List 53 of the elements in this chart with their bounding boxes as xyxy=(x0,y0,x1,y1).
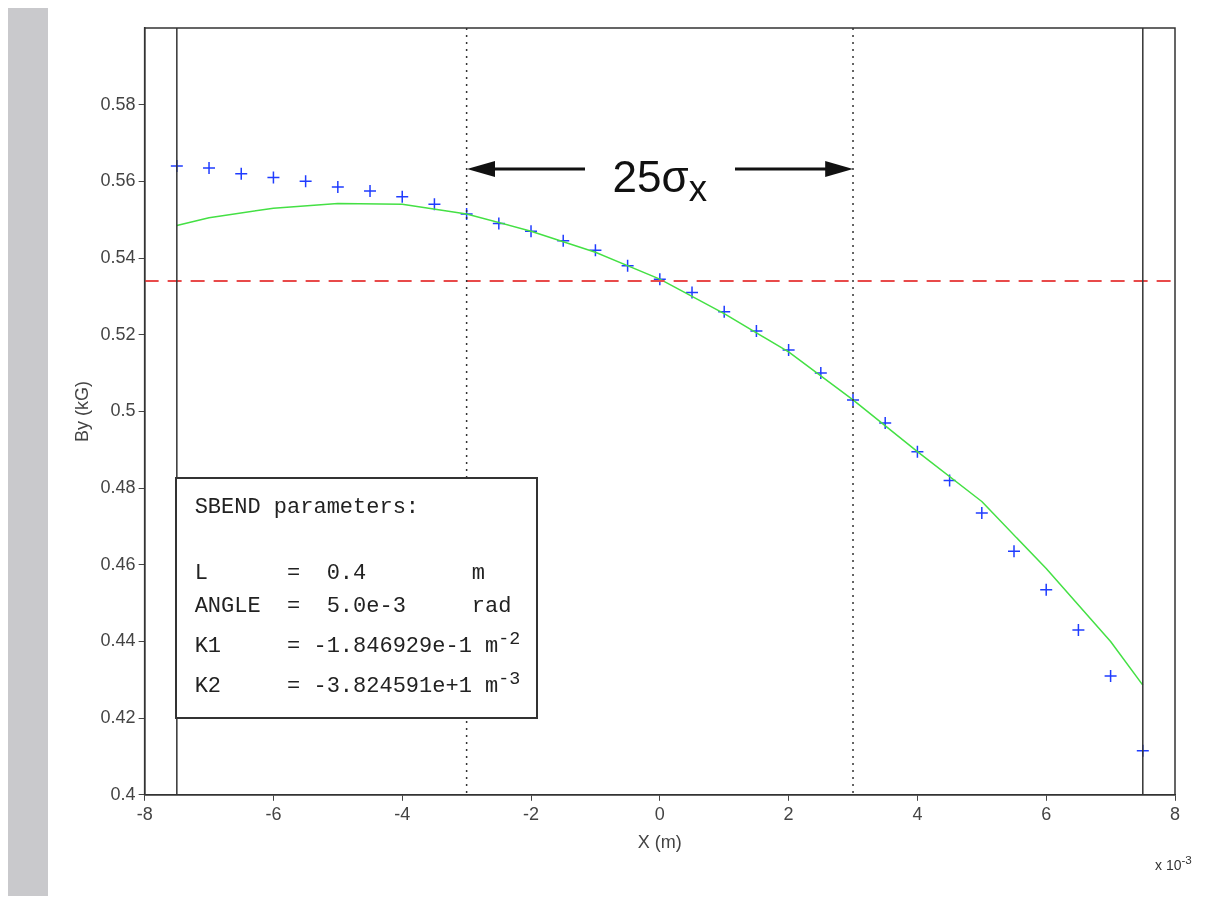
point xyxy=(524,224,538,238)
y-tick-label: 0.44 xyxy=(100,630,136,651)
point xyxy=(395,189,409,204)
x-tick-label: 6 xyxy=(1041,803,1052,824)
annotation: 25σ$_{x}$ xyxy=(612,151,708,211)
point xyxy=(717,304,731,319)
point xyxy=(749,324,764,338)
point xyxy=(620,258,635,273)
x-tick-label: -4 xyxy=(394,803,411,824)
point xyxy=(1103,669,1118,683)
point xyxy=(814,366,828,380)
x-tick-label: -2 xyxy=(523,803,540,824)
point xyxy=(202,161,216,175)
point xyxy=(781,343,796,357)
x-tick-label: 0 xyxy=(654,803,665,824)
y-tick-label: 0.42 xyxy=(100,707,136,728)
annotation: K2 = -3.824591e+1 m$^{-3}$ xyxy=(194,667,521,702)
y-tick-label: 0.54 xyxy=(100,247,136,268)
y-tick-label: 0.56 xyxy=(100,170,136,191)
y-tick-label: 0.46 xyxy=(100,553,136,574)
point xyxy=(846,393,860,407)
annotation: L = 0.4 m xyxy=(194,559,487,588)
point xyxy=(975,506,989,520)
annotation: SBEND parameters: xyxy=(194,493,421,522)
y-tick-label: 0.52 xyxy=(100,323,136,344)
x-tick-label: 4 xyxy=(912,803,923,824)
point xyxy=(1039,582,1053,597)
annotation: K1 = -1.846929e-1 m$^{-2}$ xyxy=(194,627,521,661)
x-tick-label: -6 xyxy=(265,803,282,824)
x-tick-label: 2 xyxy=(783,803,794,824)
point xyxy=(878,416,892,430)
point xyxy=(266,170,281,185)
point xyxy=(1007,544,1021,559)
text: x 10$^{-3}$ xyxy=(1155,852,1192,873)
point xyxy=(685,285,699,300)
y-tick-label: 0.5 xyxy=(110,400,136,421)
y-axis-title: By (kG) xyxy=(71,380,92,442)
point xyxy=(459,207,474,221)
point xyxy=(331,180,345,194)
annotation: ANGLE = 5.0e-3 rad xyxy=(194,592,513,621)
point xyxy=(910,444,925,459)
y-tick-label: 0.4 xyxy=(110,783,136,804)
point xyxy=(298,174,313,189)
y-tick-label: 0.48 xyxy=(100,477,136,498)
y-tick-label: 0.58 xyxy=(100,93,136,114)
x-tick-label: 8 xyxy=(1169,803,1181,824)
point xyxy=(363,184,377,198)
point xyxy=(556,234,570,248)
x-axis-title: X (m) xyxy=(637,832,682,853)
point xyxy=(234,166,248,181)
point xyxy=(653,272,667,286)
point xyxy=(1071,623,1086,637)
x-tick-label: -8 xyxy=(136,803,153,824)
